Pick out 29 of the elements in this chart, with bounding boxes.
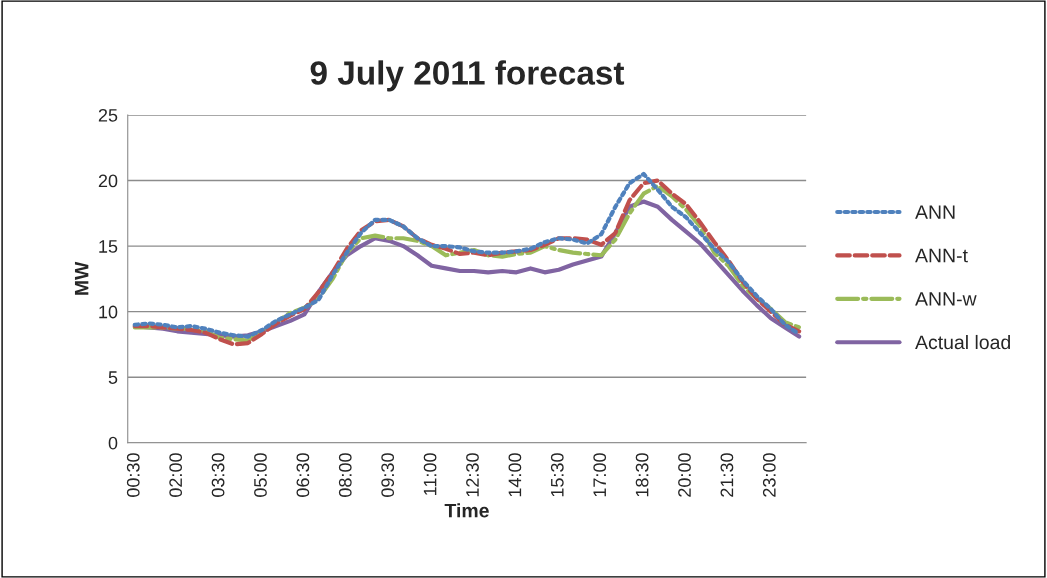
x-tick-label: 12:30: [466, 453, 479, 497]
y-axis-title: MW: [74, 261, 89, 295]
x-tick-label: 03:30: [211, 453, 225, 497]
x-tick-label: 09:30: [381, 453, 395, 497]
x-tick-label: 06:30: [296, 453, 310, 497]
x-tick-label: 08:00: [338, 453, 352, 497]
legend-label: ANN: [915, 205, 955, 219]
y-tick-label: 20: [98, 174, 118, 188]
legend-label: ANN-t: [915, 248, 968, 263]
y-tick-label: 5: [108, 371, 118, 384]
x-tick-label: 05:00: [254, 453, 267, 497]
legend-label: Actual load: [915, 334, 1010, 350]
x-tick-label: 14:00: [508, 453, 522, 497]
x-tick-label: 11:00: [423, 453, 437, 495]
y-tick-label: 25: [98, 108, 118, 122]
x-tick-label: 15:30: [550, 453, 564, 497]
x-tick-label: 02:00: [169, 453, 183, 497]
x-tick-label: 00:30: [126, 453, 140, 497]
x-axis-title: Time: [444, 503, 489, 518]
x-tick-label: 21:30: [720, 453, 734, 497]
y-tick-label: 0: [108, 436, 118, 450]
x-tick-label: 18:30: [635, 453, 649, 497]
y-tick-label: 10: [99, 305, 118, 319]
y-tick-label: 15: [99, 240, 118, 253]
x-tick-label: 23:00: [762, 453, 776, 497]
legend-label: ANN-w: [915, 292, 977, 306]
x-tick-label: 17:00: [593, 453, 607, 497]
chart-title: 9 July 2011 forecast: [310, 60, 625, 92]
x-tick-label: 20:00: [678, 453, 691, 497]
